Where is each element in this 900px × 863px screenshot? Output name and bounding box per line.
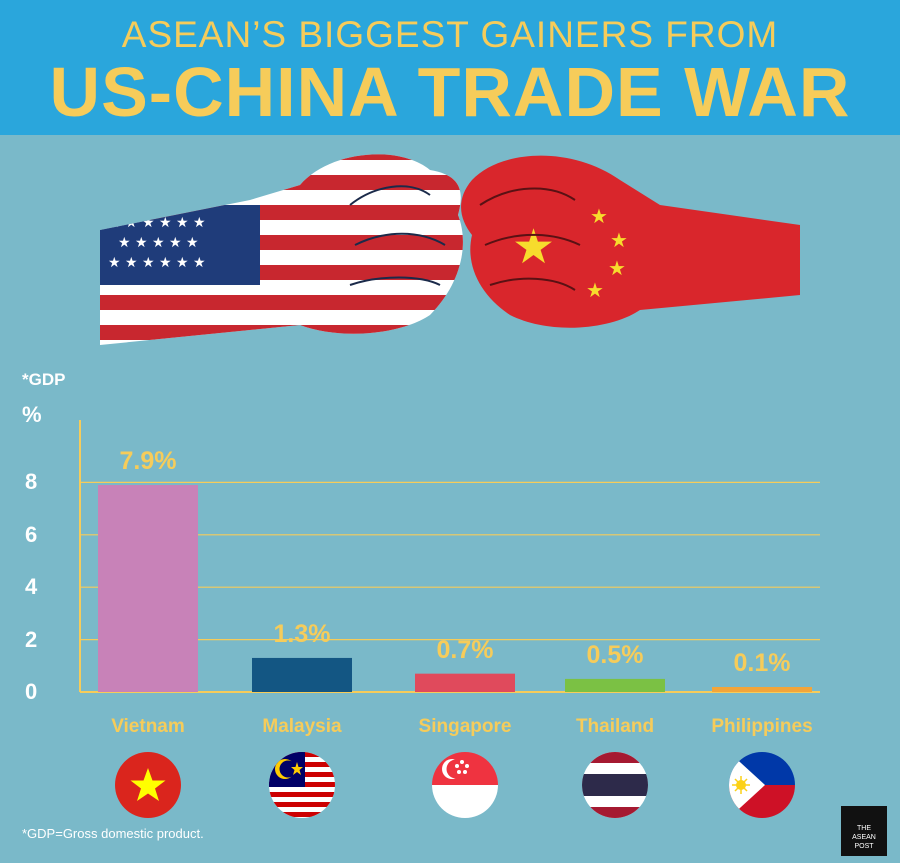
svg-text:★: ★ [512,219,555,275]
y-tick-label: 8 [25,469,38,495]
y-tick-label: 2 [25,626,38,652]
philippines-flag-icon [729,752,795,818]
y-tick-label: 6 [25,521,38,547]
bar-malaysia [252,657,352,692]
value-label: 0.7% [436,635,494,664]
category-label: Thailand [575,716,655,737]
value-label: 0.5% [586,640,644,669]
gdp-tag: *GDP [22,370,66,389]
svg-text:★: ★ [610,228,628,252]
bar-singapore [415,673,515,692]
y-tick-label: 0 [25,679,38,704]
category-label: Singapore [418,716,512,737]
logo-line-3: POST [854,843,874,850]
svg-text:★: ★ [586,278,604,302]
svg-text:★ ★ ★ ★ ★: ★ ★ ★ ★ ★ [118,235,199,251]
bar-chart [79,420,820,693]
value-label: 7.9% [119,447,177,476]
value-label: 1.3% [273,619,331,648]
svg-text:★ ★ ★ ★ ★ ★: ★ ★ ★ ★ ★ ★ [108,255,206,271]
category-label: Vietnam [111,716,185,737]
singapore-flag-icon [432,752,498,818]
vietnam-flag-icon [115,752,181,818]
us-flag-fist-icon: ★ ★ ★ ★ ★ ★ ★ ★ ★ ★ ★ ★ ★ ★ ★ ★ ★ [100,154,463,346]
y-axis-unit-label: % [22,402,42,427]
logo-line-2: ASEAN [852,834,876,841]
category-label: Philippines [711,716,813,737]
thailand-flag-icon [582,752,648,818]
title-top: ASEAN’S BIGGEST GAINERS FROM [121,14,779,55]
malaysia-flag-icon [269,752,335,818]
fists-illustration: ★ ★ ★ ★ ★ ★ ★ ★ ★ ★ ★ ★ ★ ★ ★ ★ ★ ★ ★ ★ … [100,154,800,346]
china-flag-fist-icon: ★ ★ ★ ★ ★ [461,155,800,328]
y-tick-label: 4 [25,574,38,600]
publisher-logo: THE ASEAN POST [841,806,887,856]
svg-text:★: ★ [608,256,626,280]
footnote: *GDP=Gross domestic product. [22,826,204,841]
title-main: US-CHINA TRADE WAR [49,53,851,131]
category-label: Malaysia [262,716,342,737]
bar-philippines [712,687,812,692]
svg-text:★: ★ [590,204,608,228]
logo-line-1: THE [857,825,871,832]
bar-vietnam [98,485,198,692]
bar-thailand [565,678,665,692]
svg-text:★ ★ ★ ★ ★ ★: ★ ★ ★ ★ ★ ★ [108,215,206,231]
header-banner: ASEAN’S BIGGEST GAINERS FROM US-CHINA TR… [0,0,900,135]
value-label: 0.1% [733,649,791,677]
